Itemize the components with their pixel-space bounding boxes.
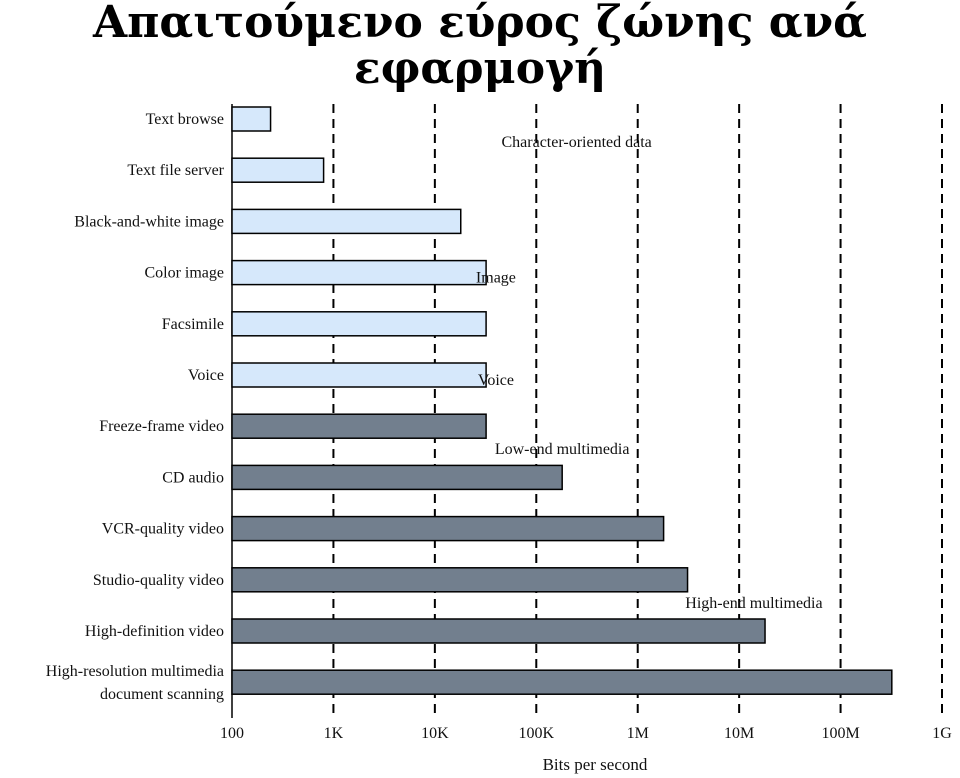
category-label: High-definition video <box>85 623 224 640</box>
grid-lines <box>231 104 943 718</box>
bar <box>231 669 893 695</box>
category-label: High-resolution multimedia document scann… <box>46 663 224 703</box>
x-tick-label: 1K <box>324 725 344 742</box>
bar <box>231 618 766 644</box>
bar <box>231 362 487 388</box>
bar <box>231 515 665 542</box>
bar <box>231 413 487 439</box>
bar <box>231 157 325 183</box>
category-label: Voice <box>188 367 224 384</box>
bar <box>231 259 487 286</box>
x-tick-label: 100M <box>821 725 859 742</box>
category-label: CD audio <box>162 469 224 486</box>
bar <box>231 311 487 337</box>
bars <box>231 106 893 695</box>
x-tick-labels: 100 1K 10K 100K 1M 10M 100M 1G <box>220 725 952 742</box>
category-label: VCR-quality video <box>102 521 224 538</box>
category-label: Facsimile <box>162 316 224 333</box>
x-tick-label: 1M <box>627 725 649 742</box>
x-tick-label: 10M <box>724 725 754 742</box>
group-annotation: Image <box>476 270 516 287</box>
category-labels: Text browse Text file server Black-and-whi… <box>46 111 225 703</box>
x-tick-label: 100 <box>220 725 244 742</box>
bar <box>231 208 462 235</box>
group-annotation: Character-oriented data <box>502 134 652 151</box>
x-tick-label: 10K <box>421 725 449 742</box>
group-annotation: Voice <box>478 372 514 389</box>
bar <box>231 567 689 593</box>
group-annotations: Character-oriented data Image Voice Low-end… <box>476 134 823 612</box>
group-annotation: High-end multimedia <box>685 595 822 612</box>
bar <box>231 106 272 132</box>
x-axis-label: Bits per second <box>543 755 648 774</box>
category-label: Black-and-white image <box>74 213 224 230</box>
category-label: Color image <box>144 265 224 282</box>
category-label: Text file server <box>127 162 224 179</box>
group-annotation: Low-end multimedia <box>495 441 630 458</box>
category-label: Text browse <box>146 111 224 128</box>
page-title: Απαιτούμενο εύρος ζώνης ανά εφαρμογή <box>93 0 867 94</box>
category-label: Studio-quality video <box>93 572 224 589</box>
bar <box>231 464 563 491</box>
category-label: Freeze-frame video <box>99 418 224 435</box>
x-tick-label: 1G <box>932 725 952 742</box>
x-tick-label: 100K <box>519 725 555 742</box>
